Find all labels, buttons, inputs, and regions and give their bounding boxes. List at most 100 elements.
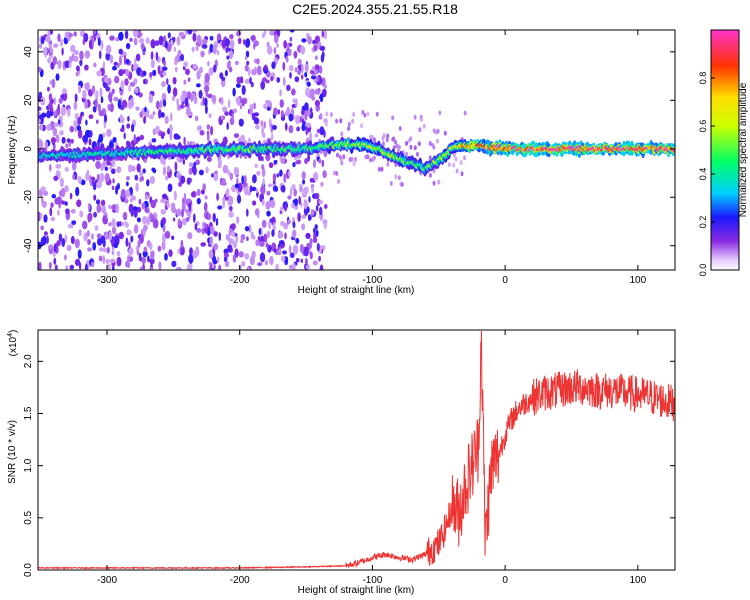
spectrogram-noise-cell bbox=[51, 78, 56, 89]
spectrogram-noise-cell bbox=[46, 124, 52, 131]
spectrogram-noise-cell bbox=[228, 49, 234, 60]
spectrogram-noise-cell bbox=[335, 171, 339, 176]
spectrogram-noise-cell bbox=[204, 72, 210, 83]
spectrogram-noise-cell bbox=[253, 102, 256, 110]
spectrogram-noise-cell bbox=[73, 50, 79, 56]
spectrogram-noise-cell bbox=[205, 87, 208, 97]
spectrogram-noise-cell bbox=[257, 262, 263, 267]
spectrogram-noise-cell bbox=[171, 260, 177, 268]
y-tick-label: -40 bbox=[23, 238, 34, 253]
spectrogram-noise-cell bbox=[228, 205, 233, 212]
spectrogram-noise-cell bbox=[196, 227, 202, 233]
spectrogram-noise-cell bbox=[149, 257, 155, 265]
spectrogram-noise-cell bbox=[301, 171, 306, 180]
spectrogram-noise-cell bbox=[69, 192, 73, 200]
spectrogram-noise-cell bbox=[97, 237, 103, 246]
spectrogram-noise-cell bbox=[174, 161, 178, 172]
spectrogram-noise-cell bbox=[287, 49, 292, 56]
spectrogram-noise-cell bbox=[182, 158, 186, 165]
spectrogram-noise-cell bbox=[413, 145, 417, 151]
spectrogram-noise-cell bbox=[127, 254, 130, 264]
spectrogram-noise-cell bbox=[196, 197, 201, 205]
spectrogram-noise-cell bbox=[222, 198, 226, 209]
spectrogram-noise-cell bbox=[40, 36, 45, 45]
spectrogram-noise-cell bbox=[158, 109, 162, 119]
spectrogram-noise-cell bbox=[228, 210, 234, 218]
spectrogram-noise-cell bbox=[228, 99, 231, 109]
spectrogram-noise-cell bbox=[128, 85, 131, 92]
spectrogram-noise-cell bbox=[91, 233, 94, 240]
spectrogram-noise-cell bbox=[125, 189, 131, 198]
spectrogram-noise-cell bbox=[130, 97, 134, 107]
spectrogram-noise-cell bbox=[126, 229, 132, 236]
spectrogram-noise-cell bbox=[392, 136, 395, 142]
spectrogram-noise-cell bbox=[273, 47, 277, 55]
spectrogram-noise-cell bbox=[161, 217, 167, 225]
spectrogram-noise-cell bbox=[395, 143, 399, 149]
spectrogram-noise-cell bbox=[254, 66, 257, 76]
spectrogram-noise-cell bbox=[294, 67, 298, 73]
spectrogram-noise-cell bbox=[207, 132, 210, 142]
spectrogram-noise-cell bbox=[300, 64, 304, 74]
spectrogram-noise-cell bbox=[314, 192, 320, 200]
spectrogram-noise-cell bbox=[91, 176, 95, 187]
spectrogram-noise-cell bbox=[272, 173, 277, 182]
spectrogram-noise-cell bbox=[100, 96, 104, 104]
spectrogram-noise-cell bbox=[432, 180, 436, 186]
spectrogram-noise-cell bbox=[228, 66, 233, 73]
spectrogram-noise-cell bbox=[354, 156, 357, 162]
spectrogram-noise-cell bbox=[60, 187, 66, 198]
spectrogram-noise-cell bbox=[71, 161, 77, 171]
spectrogram-noise-cell bbox=[318, 158, 322, 164]
spectrogram-noise-cell bbox=[318, 199, 324, 205]
spectrogram-noise-cell bbox=[211, 94, 217, 103]
spectrogram-noise-cell bbox=[273, 248, 277, 253]
spectrogram-noise-cell bbox=[96, 70, 102, 77]
spectrogram-noise-cell bbox=[205, 105, 208, 115]
spectrogram-noise-cell bbox=[323, 221, 327, 229]
spectrogram-noise-cell bbox=[154, 126, 160, 135]
snr-y-multiplier: (x104) bbox=[7, 330, 19, 357]
spectrogram-noise-cell bbox=[253, 117, 259, 125]
spectrogram-noise-cell bbox=[40, 97, 46, 106]
spectrogram-noise-cell bbox=[340, 160, 344, 166]
spectrogram-noise-cell bbox=[196, 34, 202, 45]
spectrogram-noise-cell bbox=[43, 231, 48, 236]
spectrogram-noise-cell bbox=[74, 258, 81, 266]
spectrogram-noise-cell bbox=[213, 231, 218, 237]
spectrogram-noise-cell bbox=[191, 166, 195, 173]
figure-title: C2E5.2024.355.21.55.R18 bbox=[292, 1, 458, 17]
spectrogram-noise-cell bbox=[221, 181, 227, 186]
spectrogram-noise-cell bbox=[308, 214, 311, 221]
spectrogram-noise-cell bbox=[106, 128, 112, 137]
spectrogram-noise-cell bbox=[301, 109, 305, 115]
snr-x-ticks: -300 -200 -100 0 100 bbox=[97, 330, 647, 586]
spectrogram-noise-cell bbox=[179, 245, 185, 256]
spectrogram-noise-cell bbox=[180, 239, 184, 250]
spectrogram-noise-cell bbox=[224, 69, 228, 77]
spectrogram-noise-cell bbox=[244, 55, 248, 61]
spectrogram-noise-cell bbox=[63, 36, 69, 45]
spectrogram-noise-cell bbox=[53, 243, 57, 253]
spectrogram-noise-cell bbox=[109, 165, 113, 171]
spectrogram-noise-cell bbox=[132, 30, 139, 38]
spectrogram-noise-cell bbox=[84, 263, 88, 270]
spectrogram-noise-cell bbox=[123, 55, 127, 65]
spectrogram-noise-cell bbox=[202, 96, 205, 106]
colorbar-tick-label: 0.6 bbox=[698, 120, 708, 133]
spectrogram-noise-cell bbox=[149, 176, 155, 184]
spectrogram-noise-cell bbox=[279, 99, 284, 108]
spectrogram-noise-cell bbox=[366, 154, 370, 160]
spectrogram-noise-cell bbox=[111, 218, 116, 228]
spectrogram-noise-cell bbox=[287, 195, 292, 200]
spectrogram-noise-cell bbox=[121, 221, 125, 227]
spectrogram-noise-cell bbox=[196, 83, 201, 88]
spectrogram-noise-cell bbox=[263, 121, 267, 129]
spectrogram-noise-cell bbox=[117, 182, 120, 190]
spectrogram-noise-cell bbox=[176, 98, 180, 107]
spectrogram-y-axis-label: Frequency (Hz) bbox=[7, 116, 18, 185]
spectrogram-noise-cell bbox=[106, 263, 111, 270]
spectrogram-noise-cell bbox=[88, 138, 92, 146]
spectrogram-noise-cell bbox=[302, 179, 306, 185]
spectrogram-noise-cell bbox=[111, 250, 115, 256]
